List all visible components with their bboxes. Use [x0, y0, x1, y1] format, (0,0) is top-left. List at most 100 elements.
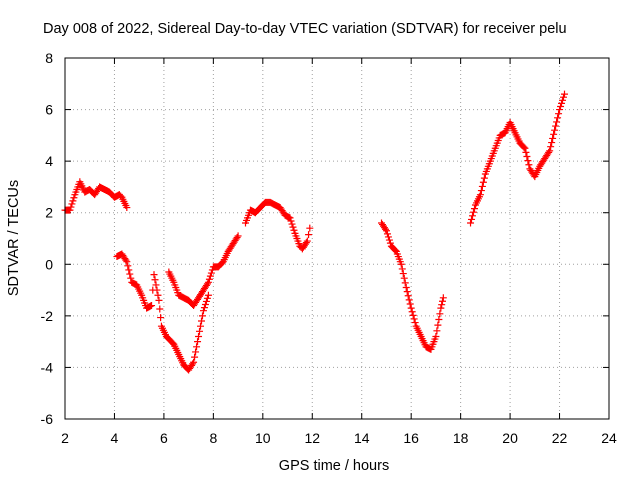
- data-point: [549, 134, 557, 142]
- data-point: [405, 296, 413, 304]
- data-point: [123, 258, 131, 266]
- data-point: [560, 93, 568, 101]
- data-point: [197, 322, 205, 330]
- data-point: [155, 296, 163, 304]
- data-point: [152, 281, 160, 289]
- data-point: [522, 148, 530, 156]
- y-tick-label: 6: [45, 102, 53, 118]
- x-tick-label: 16: [403, 430, 419, 446]
- x-axis-label: GPS time / hours: [279, 458, 389, 474]
- data-point: [551, 126, 559, 134]
- data-point: [558, 99, 566, 107]
- data-point: [480, 174, 488, 182]
- data-point: [432, 332, 440, 340]
- data-point: [233, 233, 241, 241]
- data-point: [384, 233, 392, 241]
- data-point: [547, 143, 555, 151]
- data-point: [156, 305, 164, 313]
- series-segment-2: [113, 250, 212, 374]
- data-point: [382, 227, 390, 235]
- data-point: [399, 270, 407, 278]
- series-segment-6: [467, 90, 568, 227]
- data-point: [383, 230, 391, 238]
- data-point: [523, 153, 531, 161]
- data-point: [197, 317, 205, 325]
- x-tick-label: 24: [601, 430, 617, 446]
- data-point: [203, 294, 211, 302]
- data-point: [391, 246, 399, 254]
- y-tick-label: 4: [45, 153, 53, 169]
- plot-frame: [64, 57, 610, 420]
- data-point: [125, 266, 133, 274]
- data-point: [195, 332, 203, 340]
- data-point: [288, 220, 296, 228]
- data-point: [193, 343, 201, 351]
- data-point: [525, 161, 533, 169]
- data-point: [520, 143, 528, 151]
- chart-title: Day 008 of 2022, Sidereal Day-to-day VTE…: [43, 21, 567, 37]
- data-point: [476, 191, 484, 199]
- data-point: [66, 206, 74, 214]
- grid-lines: [65, 58, 609, 419]
- data-point: [397, 260, 405, 268]
- data-point: [196, 327, 204, 335]
- data-point: [194, 338, 202, 346]
- data-point: [552, 122, 560, 130]
- data-points: [61, 90, 568, 374]
- data-point: [557, 102, 565, 110]
- y-tick-label: -4: [41, 359, 54, 375]
- data-point: [68, 200, 76, 208]
- x-tick-label: 10: [255, 430, 271, 446]
- data-point: [381, 225, 389, 233]
- x-tick-label: 4: [111, 430, 119, 446]
- data-point: [398, 265, 406, 273]
- data-point: [190, 358, 198, 366]
- data-point: [438, 301, 446, 309]
- y-tick-label: -2: [41, 308, 54, 324]
- x-tick-label: 18: [453, 430, 469, 446]
- data-point: [436, 310, 444, 318]
- data-point: [409, 311, 417, 319]
- data-point: [287, 217, 295, 225]
- data-point: [200, 304, 208, 312]
- series-segment-4: [242, 198, 314, 253]
- data-point: [554, 114, 562, 122]
- x-tick-label: 14: [354, 430, 370, 446]
- data-point: [201, 301, 209, 309]
- data-point: [69, 197, 77, 205]
- y-tick-label: 2: [45, 205, 53, 221]
- data-point: [303, 237, 311, 245]
- data-point: [404, 292, 412, 300]
- data-point: [202, 297, 210, 305]
- data-point: [198, 312, 206, 320]
- data-point: [553, 118, 561, 126]
- data-point: [205, 275, 213, 283]
- data-point: [548, 139, 556, 147]
- x-tick-label: 8: [209, 430, 217, 446]
- data-point: [204, 291, 212, 299]
- data-point: [204, 278, 212, 286]
- y-tick-label: -6: [41, 411, 54, 427]
- x-tick-label: 12: [304, 430, 320, 446]
- data-point: [286, 214, 294, 222]
- x-tick-label: 6: [160, 430, 168, 446]
- data-point: [400, 274, 408, 282]
- data-point: [560, 90, 568, 98]
- data-point: [437, 304, 445, 312]
- y-tick-label: 0: [45, 256, 53, 272]
- data-point: [467, 219, 475, 227]
- x-tick-label: 22: [552, 430, 568, 446]
- y-axis-label: SDTVAR / TECUs: [6, 180, 22, 296]
- data-point: [189, 360, 197, 368]
- data-point: [385, 236, 393, 244]
- data-point: [67, 203, 75, 211]
- data-point: [150, 271, 158, 279]
- data-point: [469, 208, 477, 216]
- data-point: [434, 321, 442, 329]
- series-segment-3: [165, 232, 242, 310]
- data-point: [122, 256, 130, 264]
- data-point: [439, 294, 447, 302]
- data-point: [123, 204, 131, 212]
